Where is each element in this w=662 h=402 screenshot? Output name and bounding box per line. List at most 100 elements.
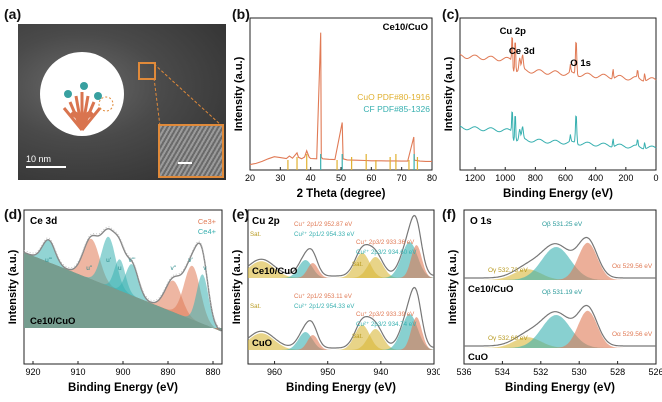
- component-peak-f-0-1: [464, 247, 656, 280]
- x-tick-label-b-0: 20: [245, 173, 255, 183]
- component-peak-e-1-0: [248, 333, 434, 350]
- y-axis-title-d: Intensity (a.u.): [7, 249, 19, 324]
- x-tick-label-b-4: 60: [366, 173, 376, 183]
- x-tick-label-e-0: 960: [267, 367, 282, 377]
- legend-entry-b-0: CuO PDF#80-1916: [357, 92, 430, 102]
- x-tick-label-d-3: 890: [160, 367, 175, 377]
- x-tick-label-d-4: 880: [205, 367, 220, 377]
- peak-label-d-7: v: [203, 265, 207, 272]
- peak-label-d-2: u': [106, 257, 111, 264]
- x-tick-label-e-2: 940: [373, 367, 388, 377]
- peak-annotation-c-0: Cu 2p: [500, 26, 527, 37]
- peak-label-e-0-1: Cu²⁺ 2p1/2 954.33 eV: [294, 231, 355, 238]
- x-tick-label-c-2: 800: [528, 173, 543, 183]
- legend-entry-d-1: Ce4+: [198, 227, 217, 236]
- component-peak-e-0-1: [248, 260, 434, 278]
- scale-bar: [26, 166, 66, 168]
- chart-title-b: Ce10/CuO: [383, 22, 428, 33]
- peak-label-e-0-0: Cu⁺ 2p1/2 952.87 eV: [294, 221, 353, 228]
- nanostructure-schematic: [40, 52, 124, 136]
- y-axis-title-c: Intensity (a.u.): [443, 56, 455, 131]
- x-tick-label-c-6: 0: [653, 173, 658, 183]
- envelope-line-e-0: [247, 214, 435, 277]
- sample-label-f-0: Ce10/CuO: [468, 284, 513, 295]
- chart-title-d: Ce 3d: [30, 216, 57, 227]
- x-tick-label-c-5: 200: [618, 173, 633, 183]
- hrtem-inset: [158, 124, 224, 178]
- series-line-c-1: [459, 111, 657, 150]
- panel-label-e: (e): [232, 206, 250, 222]
- panel-label-d: (d): [4, 206, 22, 222]
- component-peak-e-0-0: [248, 261, 434, 278]
- x-tick-label-f-0: 536: [456, 367, 471, 377]
- plot-frame-e: [247, 209, 435, 365]
- component-peak-d-7: [24, 252, 222, 331]
- x-tick-label-d-2: 900: [115, 367, 130, 377]
- y-axis-title-e: Intensity (a.u.): [231, 249, 243, 324]
- x-tick-label-d-0: 920: [25, 367, 40, 377]
- x-tick-label-b-6: 80: [427, 173, 437, 183]
- chart-d-ce3d: 920 910 900 890 880 Binding Energy (eV) Intens…: [7, 209, 223, 394]
- sample-label-d: Ce10/CuO: [30, 316, 75, 327]
- component-peak-f-1-1: [464, 315, 656, 348]
- plot-frame-f: [463, 209, 657, 365]
- x-tick-label-b-2: 40: [306, 173, 316, 183]
- envelope-line-f-1: [464, 304, 656, 347]
- peak-label-f-0-0: Oβ 531.25 eV: [542, 221, 583, 228]
- x-tick-label-f-3: 530: [572, 367, 587, 377]
- peak-label-e-1-1: Cu²⁺ 2p1/2 954.33 eV: [294, 303, 355, 310]
- series-line-c-0: [459, 36, 657, 82]
- tem-image: 10 nm: [18, 24, 226, 180]
- chart-f-o1s: 536 534 532 530 528 526 Binding Energy (eV) Int…: [447, 209, 662, 394]
- peak-label-d-0: u''': [45, 257, 52, 264]
- peak-label-e-1-0: Cu⁺ 2p1/2 953.11 eV: [294, 293, 353, 300]
- peak-annotation-c-2: O 1s: [570, 58, 591, 69]
- peak-label-f-0-2: Oγ 532.73 eV: [488, 267, 528, 274]
- peak-label-e-1-4: Sat.: [250, 303, 261, 310]
- peak-label-d-5: v'': [171, 265, 177, 272]
- peak-label-d-6: v': [188, 257, 193, 264]
- x-tick-label-b-3: 50: [336, 173, 346, 183]
- x-tick-label-c-0: 1200: [465, 173, 485, 183]
- panel-label-f: (f): [442, 206, 456, 222]
- x-axis-title-f: Binding Energy (eV): [505, 382, 615, 394]
- x-tick-label-c-1: 1000: [495, 173, 515, 183]
- x-tick-label-f-2: 532: [533, 367, 548, 377]
- plot-frame-c: [459, 17, 657, 171]
- x-tick-label-b-1: 30: [275, 173, 285, 183]
- sample-label-e-1: CuO: [252, 338, 272, 349]
- peak-label-e-1-2: Cu⁺ 2p3/2 933.39 eV: [356, 311, 415, 318]
- component-peak-f-0-0: [464, 269, 656, 280]
- x-axis-title-e: Binding Energy (eV): [286, 382, 396, 394]
- y-axis-title-b: Intensity (a.u.): [233, 56, 245, 131]
- component-peak-e-1-4: [248, 329, 434, 350]
- peak-annotation-c-1: Ce 3d: [509, 46, 535, 57]
- peak-label-e-0-4: Sat.: [250, 231, 261, 238]
- envelope-line-f-0: [464, 236, 656, 279]
- peak-label-f-1-1: Oα 529.56 eV: [612, 331, 653, 338]
- x-tick-label-e-1: 950: [320, 367, 335, 377]
- legend-entry-d-0: Ce3+: [198, 217, 217, 226]
- component-peak-e-0-6: [248, 245, 434, 278]
- peak-label-e-0-5: Sat.: [352, 261, 363, 268]
- x-tick-label-f-5: 526: [648, 367, 662, 377]
- envelope-line-d: [23, 228, 222, 332]
- panel-label-b: (b): [232, 6, 250, 22]
- chart-title-e: Cu 2p: [252, 216, 280, 227]
- peak-label-e-1-3: Cu²⁺ 2p3/2 934.74 eV: [356, 321, 417, 328]
- peak-label-f-1-2: Oγ 532.66 eV: [488, 335, 528, 342]
- chart-b-xrd: 20 30 40 50 60 70 80 2 Theta (degree) Intensity …: [233, 17, 437, 200]
- x-axis-title-c: Binding Energy (eV): [503, 188, 613, 200]
- x-tick-label-e-3: 930: [426, 367, 440, 377]
- x-tick-label-c-3: 600: [558, 173, 573, 183]
- x-axis-title-b: 2 Theta (degree): [297, 188, 386, 200]
- y-axis-title-f: Intensity (a.u.): [447, 249, 459, 324]
- x-axis-title-d: Binding Energy (eV): [68, 382, 178, 394]
- component-peak-e-1-6: [248, 317, 434, 350]
- peak-label-e-0-2: Cu⁺ 2p3/2 933.36 eV: [356, 239, 415, 246]
- component-peak-f-1-0: [464, 337, 656, 348]
- peak-label-d-1: u'': [86, 265, 92, 272]
- panel-label-c: (c): [442, 6, 460, 22]
- peak-label-e-1-5: Sat.: [352, 333, 363, 340]
- peak-label-d-3: u: [118, 265, 122, 272]
